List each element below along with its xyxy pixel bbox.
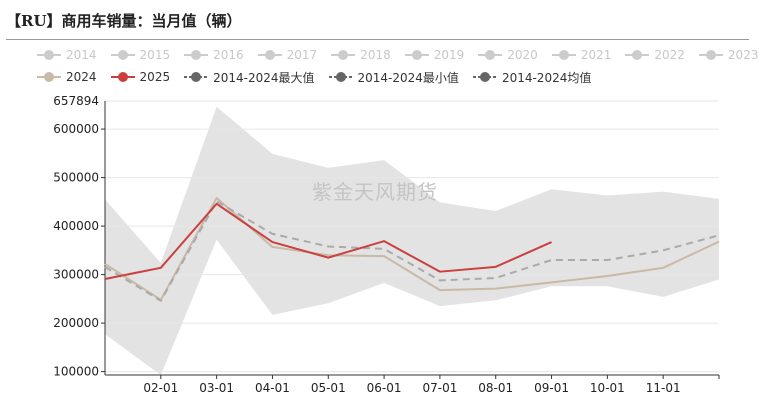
legend-label: 2025 [139, 70, 171, 84]
legend-item[interactable]: 2020 [477, 48, 538, 62]
legend-item[interactable]: 2014-2024最大值 [183, 69, 315, 86]
legend-marker [472, 72, 497, 82]
legend-marker [37, 72, 61, 82]
legend-marker [331, 50, 356, 60]
y-tick-label: 600000 [53, 122, 99, 136]
legend-marker [478, 50, 503, 60]
y-max-label: 657894 [53, 94, 99, 108]
max-min-band-layer [105, 106, 719, 375]
legend-item[interactable]: 2021 [551, 48, 612, 62]
legend-item[interactable]: 2015 [110, 48, 171, 62]
watermark: 紫金天风期货 [312, 180, 438, 204]
legend-label: 2020 [507, 48, 538, 62]
legend-label: 2023 [727, 48, 759, 62]
legend-label: 2014-2024均值 [501, 70, 592, 85]
y-tick-label: 300000 [53, 268, 99, 282]
x-tick-label: 02-01 [143, 381, 178, 395]
legend-item[interactable]: 2025 [110, 70, 171, 84]
legend-label: 2014-2024最大值 [213, 70, 315, 85]
x-tick-label: 09-01 [534, 381, 569, 395]
legend-label: 2024 [66, 70, 97, 84]
legend-item[interactable]: 2019 [404, 48, 465, 62]
x-tick-label: 03-01 [199, 381, 234, 395]
legend-label: 2018 [360, 48, 391, 62]
legend-item[interactable]: 2023 [698, 48, 759, 62]
gridlines-layer [105, 100, 719, 373]
legend-marker [110, 50, 135, 60]
x-tick-label: 04-01 [255, 381, 290, 395]
legend-label: 2017 [286, 48, 318, 62]
legend-label: 2014-2024最小值 [357, 70, 459, 85]
legend-label: 2016 [213, 48, 244, 62]
y-tick-label: 400000 [53, 219, 99, 233]
legend-label: 2015 [139, 48, 171, 62]
legend-item[interactable]: 2018 [330, 48, 391, 62]
legend-item[interactable]: 2014-2024均值 [472, 69, 591, 86]
legend-marker [551, 50, 576, 60]
legend-item[interactable]: 2017 [257, 48, 318, 62]
legend-marker [37, 50, 61, 60]
x-tick-label: 10-01 [590, 381, 625, 395]
legend-item[interactable]: 2014 [36, 48, 97, 62]
y-tick-label: 500000 [53, 171, 99, 185]
y-tick-label: 100000 [53, 365, 99, 379]
series-mean-line [104, 200, 720, 302]
legend-marker [184, 72, 209, 82]
series-2025-line [104, 202, 552, 280]
legend-item[interactable]: 2024 [36, 70, 97, 84]
legend-marker [698, 50, 723, 60]
legend-marker [404, 50, 429, 60]
legend-marker [625, 50, 650, 60]
legend-item[interactable]: 2014-2024最小值 [328, 69, 459, 86]
legend-row-years: 2014 2015 2016 2017 2018 2019 2020 2021 2022 2023 [36, 44, 759, 66]
legend-item[interactable]: 2022 [624, 48, 685, 62]
x-tick-label: 06-01 [367, 381, 402, 395]
x-tick-label: 11-01 [646, 381, 681, 395]
y-tick-label: 200000 [53, 316, 99, 330]
axes-layer: 100000 200000 300000 400000 500000 600000 6578… [53, 94, 720, 395]
legend-row-series: 2024 2025 2014-2024最大值 2014-2024最小值 2014-202… [36, 66, 756, 88]
legend-marker [184, 50, 209, 60]
x-tick-label: 08-01 [478, 381, 513, 395]
legend-marker [110, 72, 135, 82]
legend-label: 2019 [433, 48, 465, 62]
series-layer [104, 196, 720, 302]
legend-label: 2021 [580, 48, 612, 62]
chart-title: 【RU】商用车销量：当月值（辆） [6, 12, 242, 30]
legend-marker [257, 50, 282, 60]
legend-marker [328, 72, 353, 82]
legend-label: 2014 [66, 48, 97, 62]
legend-item[interactable]: 2016 [183, 48, 244, 62]
x-tick-label: 05-01 [311, 381, 346, 395]
range-band [105, 106, 719, 375]
legend-label: 2022 [654, 48, 685, 62]
legend: 2014 2015 2016 2017 2018 2019 2020 2021 2022 2023… [36, 44, 759, 88]
title-divider [6, 39, 749, 40]
x-tick-label: 07-01 [422, 381, 457, 395]
